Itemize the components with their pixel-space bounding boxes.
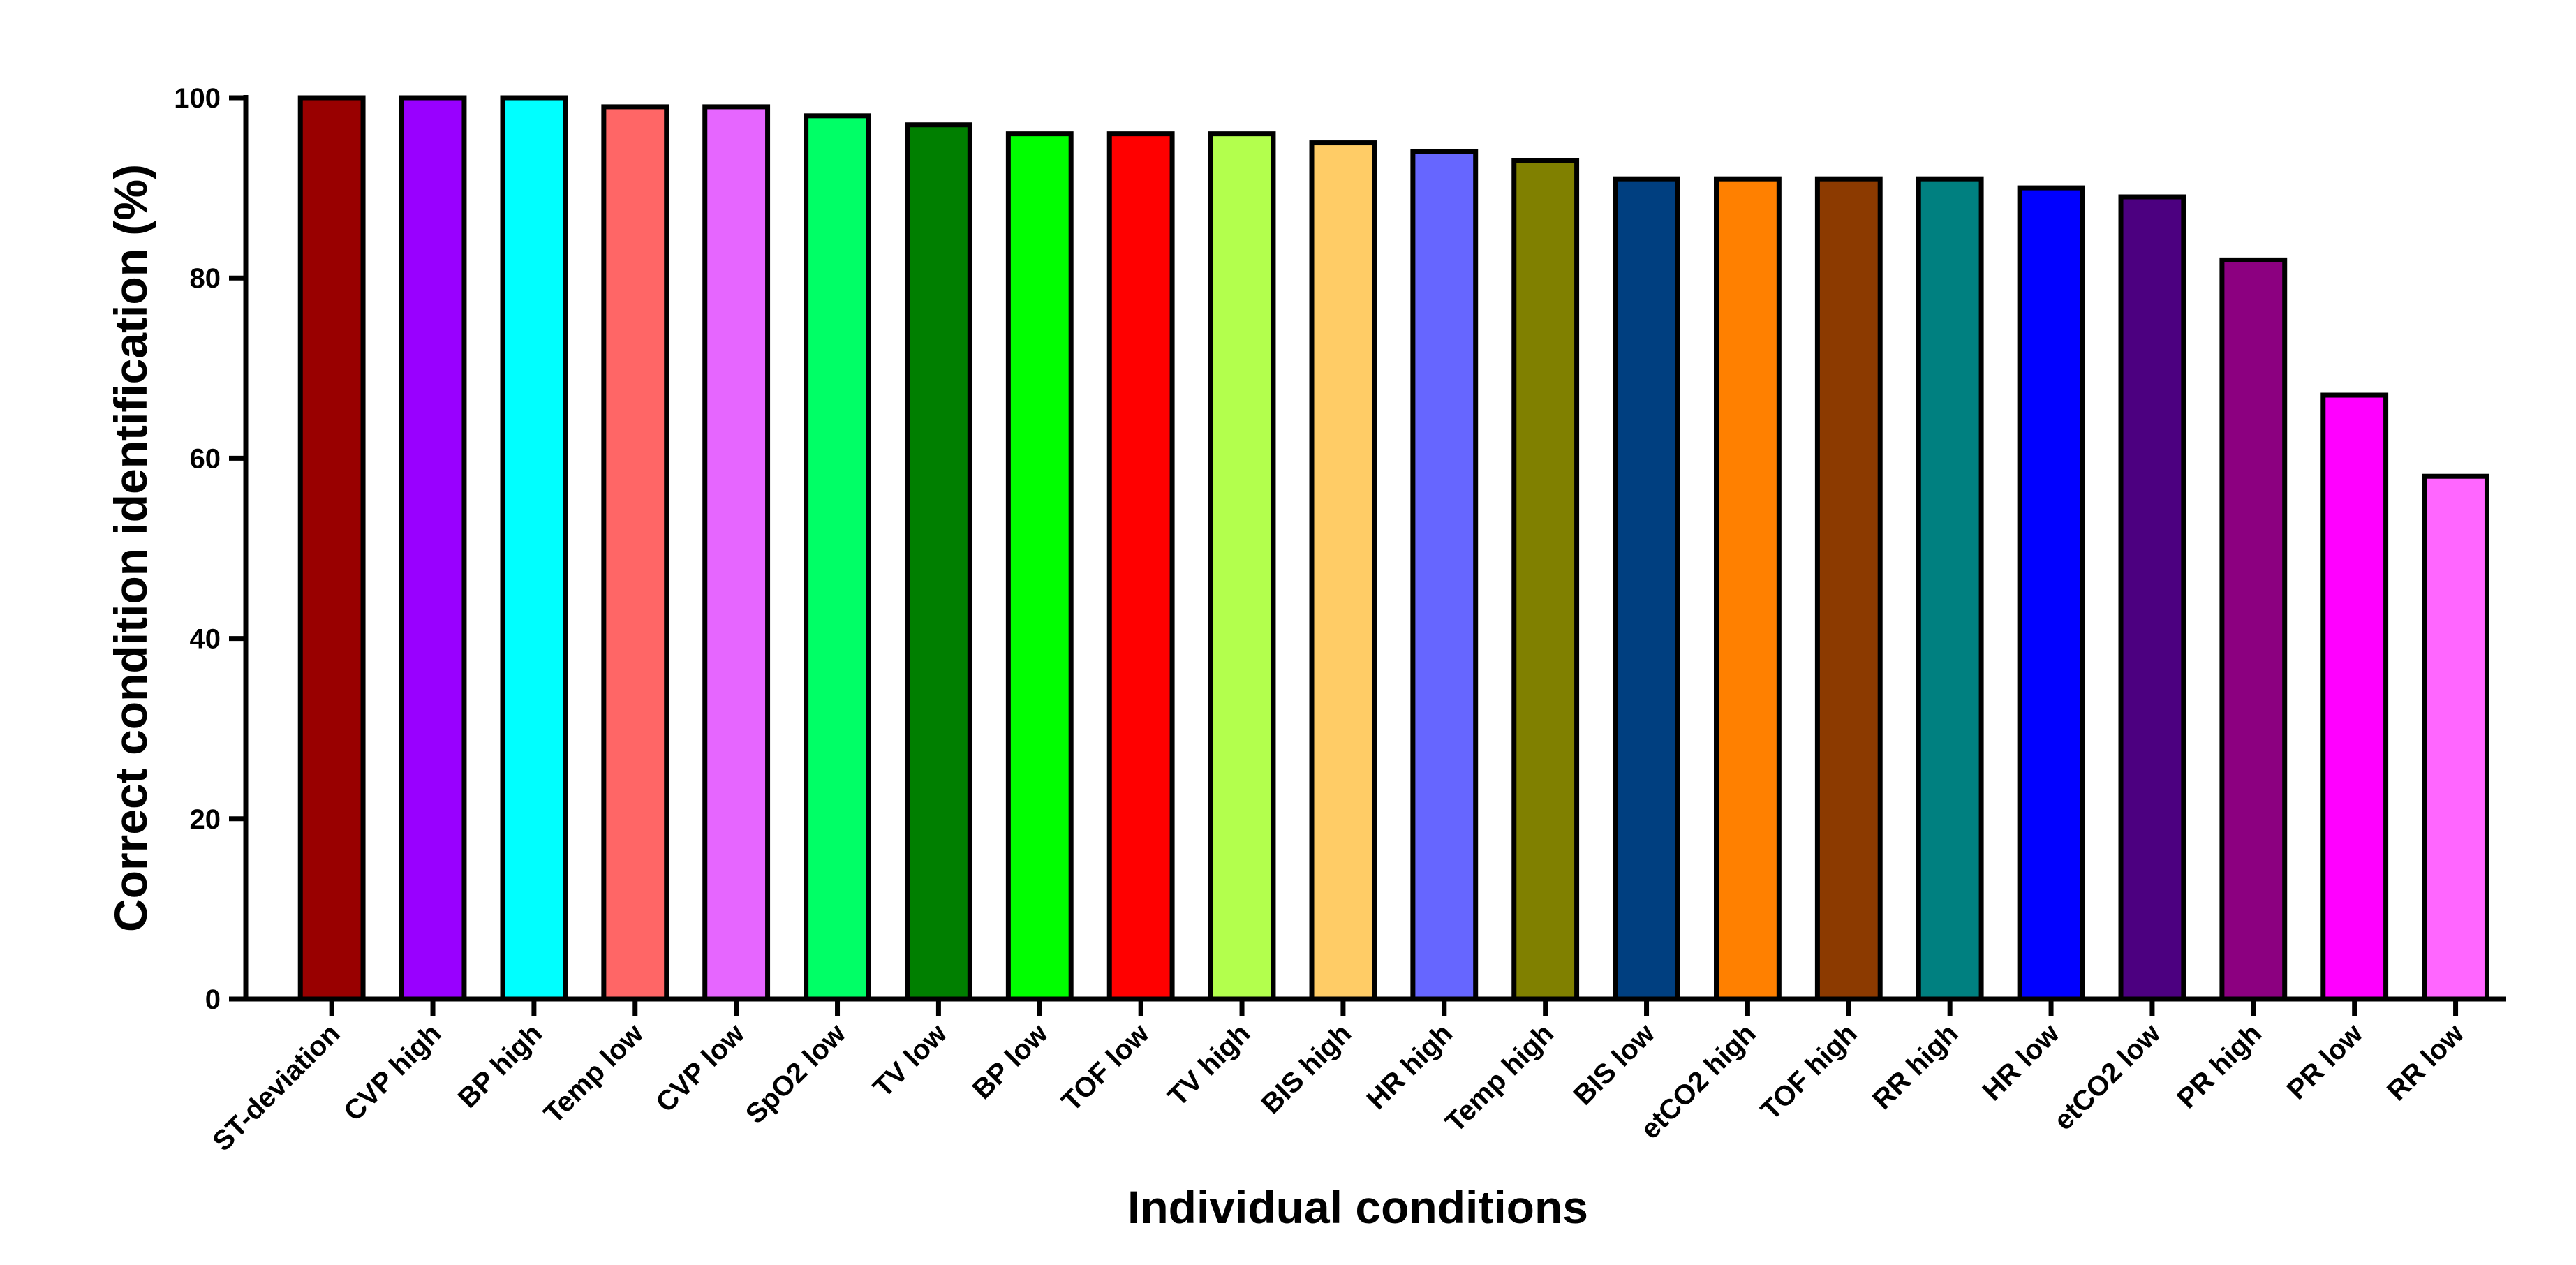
- y-tick-label: 100: [174, 83, 221, 114]
- x-tick-label: BIS low: [1568, 1018, 1661, 1111]
- bar: [1208, 131, 1276, 1002]
- bar: [1511, 158, 1580, 1002]
- bar: [399, 95, 467, 1002]
- bar: [702, 104, 771, 1002]
- bar: [1309, 140, 1377, 1002]
- x-tick-label: TOF high: [1755, 1018, 1863, 1126]
- x-tick-label: Temp low: [538, 1018, 650, 1130]
- bar: [804, 113, 871, 1002]
- y-tick-label: 0: [205, 984, 221, 1015]
- y-tick-label: 40: [190, 624, 221, 655]
- x-tick-label: CVP low: [650, 1018, 750, 1118]
- y-tick-label: 60: [190, 443, 221, 474]
- bar: [1814, 176, 1883, 1002]
- bar: [1005, 131, 1074, 1002]
- bar: [2320, 392, 2389, 1002]
- bar: [2017, 185, 2085, 1002]
- bar: [1916, 176, 1984, 1002]
- bar: [500, 95, 568, 1002]
- x-tick-label: RR high: [1867, 1018, 1964, 1116]
- x-tick-label: BP low: [967, 1018, 1055, 1106]
- x-tick-label: TOF low: [1056, 1018, 1155, 1118]
- x-tick-label: etCO2 low: [2048, 1018, 2167, 1137]
- x-tick-label: TV high: [1162, 1018, 1257, 1112]
- y-tick-label: 20: [190, 804, 221, 835]
- bar: [2118, 194, 2186, 1002]
- bar: [601, 104, 669, 1002]
- x-tick-label: BP high: [452, 1018, 548, 1114]
- x-tick-label: Temp high: [1439, 1018, 1560, 1138]
- bar: [2422, 473, 2489, 1002]
- bar: [1714, 176, 1782, 1002]
- bar: [1106, 131, 1175, 1002]
- x-tick-label: HR high: [1361, 1018, 1459, 1116]
- x-tick-label: ST-deviation: [207, 1018, 346, 1157]
- x-tick-label: TV low: [868, 1018, 954, 1104]
- bar: [1410, 149, 1479, 1002]
- x-tick-label: HR low: [1976, 1018, 2066, 1107]
- bar: [1613, 176, 1680, 1002]
- x-tick-label: RR low: [2381, 1018, 2471, 1107]
- bar: [904, 122, 972, 1002]
- x-tick-label: PR high: [2171, 1018, 2267, 1114]
- x-axis-title: Individual conditions: [1127, 1181, 1588, 1233]
- x-tick-label: CVP high: [338, 1018, 447, 1127]
- x-tick-label: SpO2 low: [740, 1018, 852, 1130]
- bar: [2219, 257, 2288, 1002]
- bar: [297, 95, 366, 1002]
- x-tick-label: PR low: [2281, 1018, 2369, 1106]
- y-tick-label: 80: [190, 263, 221, 294]
- y-axis-title: Correct condition identification (%): [105, 164, 156, 932]
- x-tick-label: BIS high: [1255, 1018, 1357, 1120]
